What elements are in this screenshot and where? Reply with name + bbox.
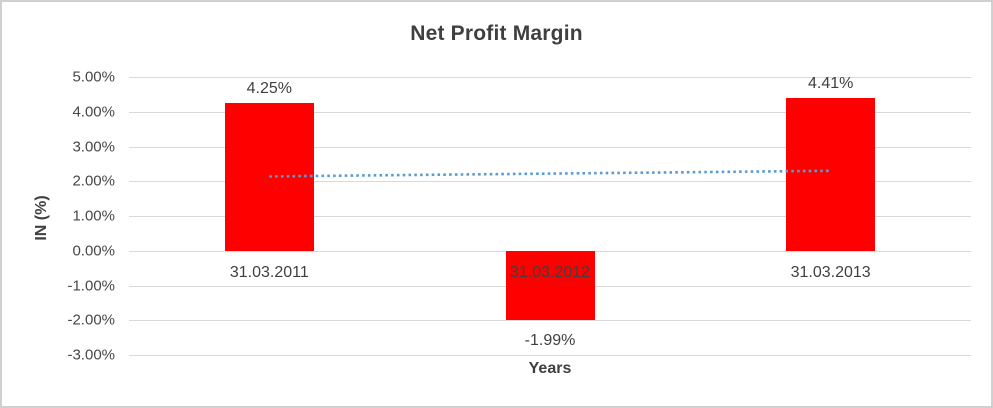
data-label: -1.99% [524,331,576,349]
category-label: 31.03.2013 [790,263,871,281]
y-axis-title: IN (%) [33,195,50,241]
y-tick-label: 2.00% [72,172,115,190]
gridline [129,146,971,148]
gridline [129,181,971,183]
x-axis-title: Years [528,360,572,377]
trendline [269,169,831,178]
category-label: 31.03.2012 [509,263,591,281]
y-tick-label: 1.00% [72,207,115,225]
gridline [129,216,971,217]
y-tick-label: -3.00% [67,346,115,364]
y-tick-label: 0.00% [72,242,115,260]
trendline-dotted-segment [269,169,831,178]
gridline [129,111,971,113]
category-label: 31.03.2011 [229,263,309,281]
data-label: 4.25% [246,80,293,98]
bar [505,250,595,320]
y-tick-label: 4.00% [72,103,115,121]
gridline [129,355,971,356]
y-tick-label: 3.00% [72,138,115,155]
bar [786,97,876,251]
data-label: 4.41% [807,74,854,92]
gridline [129,77,971,78]
gridline [129,320,971,322]
chart-title: Net Profit Margin [410,22,583,45]
y-tick-label: 5.00% [72,68,115,86]
y-tick-label: -1.00% [67,277,115,294]
y-tick-label: -2.00% [67,311,115,329]
